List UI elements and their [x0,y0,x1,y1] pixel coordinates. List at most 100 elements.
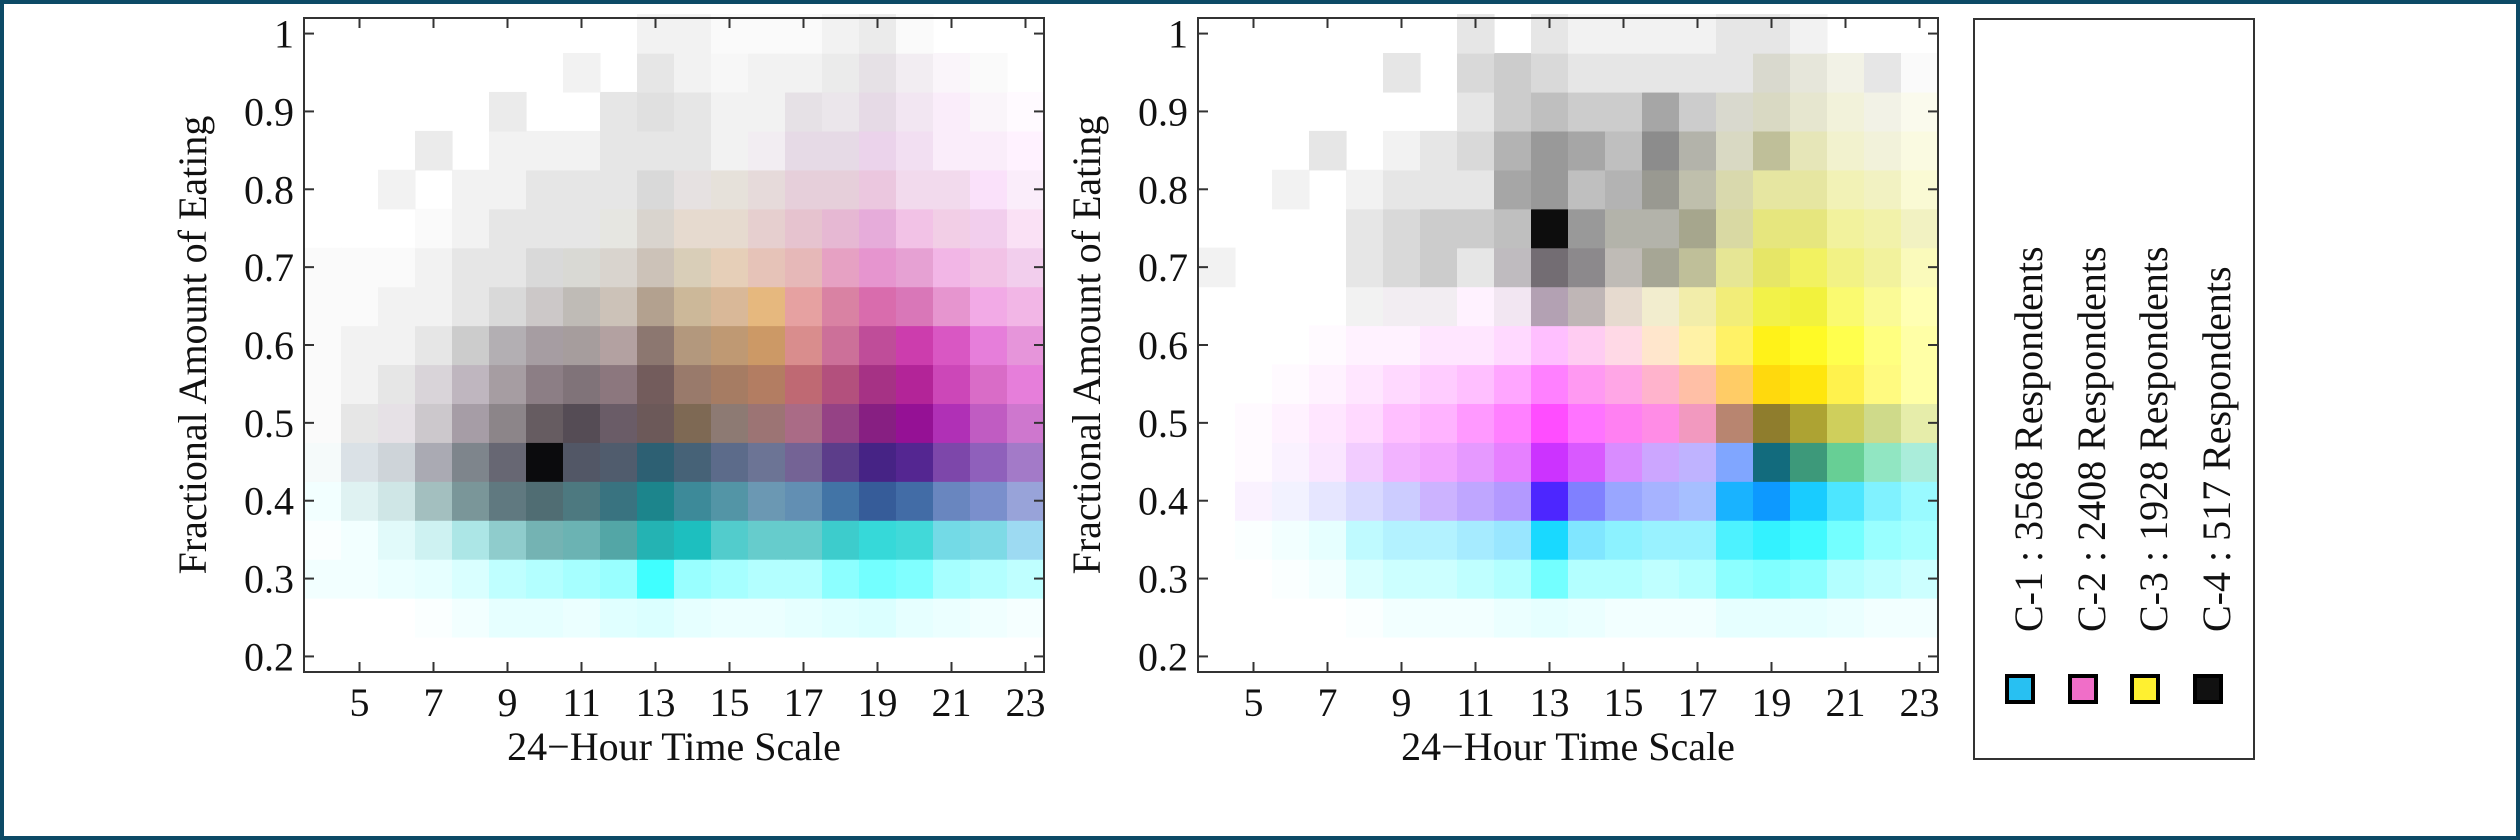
heatmap-cell [933,442,971,482]
heatmap-cell [452,598,490,638]
y-tick-label: 0.5 [244,401,294,446]
heatmap-cell [526,442,564,482]
heatmap-cell [748,169,786,210]
heatmap-cell [1568,91,1606,132]
heatmap-cell [1531,208,1569,249]
heatmap-cell [970,559,1008,599]
heatmap-cell [1864,53,1902,93]
heatmap-cell [1420,403,1458,443]
heatmap-cell [896,169,934,210]
heatmap-cell [822,130,860,171]
heatmap-cell [1901,442,1939,482]
heatmap-cell [859,53,897,93]
heatmap-cell [1679,169,1717,210]
heatmap-cell [970,286,1008,327]
heatmap-cell [1346,520,1384,560]
heatmap-cell [526,325,564,366]
heatmap-cell [1679,91,1717,132]
heatmap-cell [1901,130,1939,171]
heatmap-cell [933,91,971,132]
heatmap-cell [970,247,1008,288]
heatmap-cell [563,598,601,638]
heatmap-cell [1272,403,1310,443]
heatmap-cell [1309,520,1347,560]
heatmap-cell [1420,559,1458,599]
heatmap-cell [1901,520,1939,560]
heatmap-cell [1716,442,1754,482]
heatmap-cell [1494,286,1532,327]
heatmap-cell [1716,208,1754,249]
heatmap-cell [489,130,527,171]
heatmap-cell [1864,208,1902,249]
heatmap-cell [1790,286,1828,327]
heatmap-cell [748,247,786,288]
heatmap-cell [563,364,601,404]
heatmap-cell [526,559,564,599]
legend-swatch-c3 [2130,674,2160,704]
heatmap-cell [1346,325,1384,366]
heatmap-cell [1457,286,1495,327]
heatmap-cell [1383,286,1421,327]
heatmap-cell [1790,53,1828,93]
y-axis-label: Fractional Amount of Eating [170,116,215,575]
heatmap-cell [1531,364,1569,404]
heatmap-cell [1827,442,1865,482]
heatmap-cell [489,208,527,249]
heatmap-cell [1309,481,1347,521]
heatmap-cell [711,442,749,482]
heatmap-cell [933,481,971,521]
heatmap-cell [1827,286,1865,327]
heatmap-cell [1457,53,1495,93]
heatmap-cell [341,247,379,288]
heatmap-cell [970,169,1008,210]
heatmap-cell [1531,598,1569,638]
heatmap-cell [896,403,934,443]
heatmap-cell [1494,325,1532,366]
heatmap-cell [896,91,934,132]
heatmap-cell [970,442,1008,482]
y-tick-label: 0.9 [1138,89,1188,134]
heatmap-cell [600,442,638,482]
heatmap-cell [1642,286,1680,327]
heatmap-cell [933,520,971,560]
heatmap-cell [1753,520,1791,560]
heatmap-cell [341,442,379,482]
heatmap-cell [378,364,416,404]
heatmap-cell [1679,403,1717,443]
heatmap-cell [1457,91,1495,132]
heatmap-cell [1753,91,1791,132]
heatmap-cell [600,559,638,599]
heatmap-cell [674,286,712,327]
heatmap-cell [970,91,1008,132]
legend-swatch-c1 [2005,674,2035,704]
heatmap-cell [711,403,749,443]
heatmap-cell [1235,442,1273,482]
heatmap-cell [637,364,675,404]
heatmap-cell [1605,481,1643,521]
heatmap-cell [1753,403,1791,443]
heatmap-cell [785,169,823,210]
heatmap-cell [933,286,971,327]
x-tick-label: 19 [1752,680,1792,725]
heatmap-cell [1494,364,1532,404]
y-tick-label: 0.5 [1138,401,1188,446]
heatmap-cell [822,403,860,443]
heatmap-cell [1272,481,1310,521]
heatmap-cell [563,520,601,560]
heatmap-cell [563,208,601,249]
heatmap-cell [1716,130,1754,171]
heatmap-cell [600,91,638,132]
heatmap-cell [859,442,897,482]
heatmap-cell [1790,481,1828,521]
heatmap-cell [1494,442,1532,482]
heatmap-cell [415,598,453,638]
legend-label-c1: C-1 : 3568 Respondents [2006,246,2051,632]
heatmap-cell [822,53,860,93]
heatmap-cell [674,325,712,366]
y-tick-label: 0.2 [244,634,294,679]
heatmap-cell [1309,559,1347,599]
heatmap-cell [1457,130,1495,171]
heatmap-cell [1383,403,1421,443]
heatmap-cell [415,559,453,599]
heatmap-cell [822,325,860,366]
